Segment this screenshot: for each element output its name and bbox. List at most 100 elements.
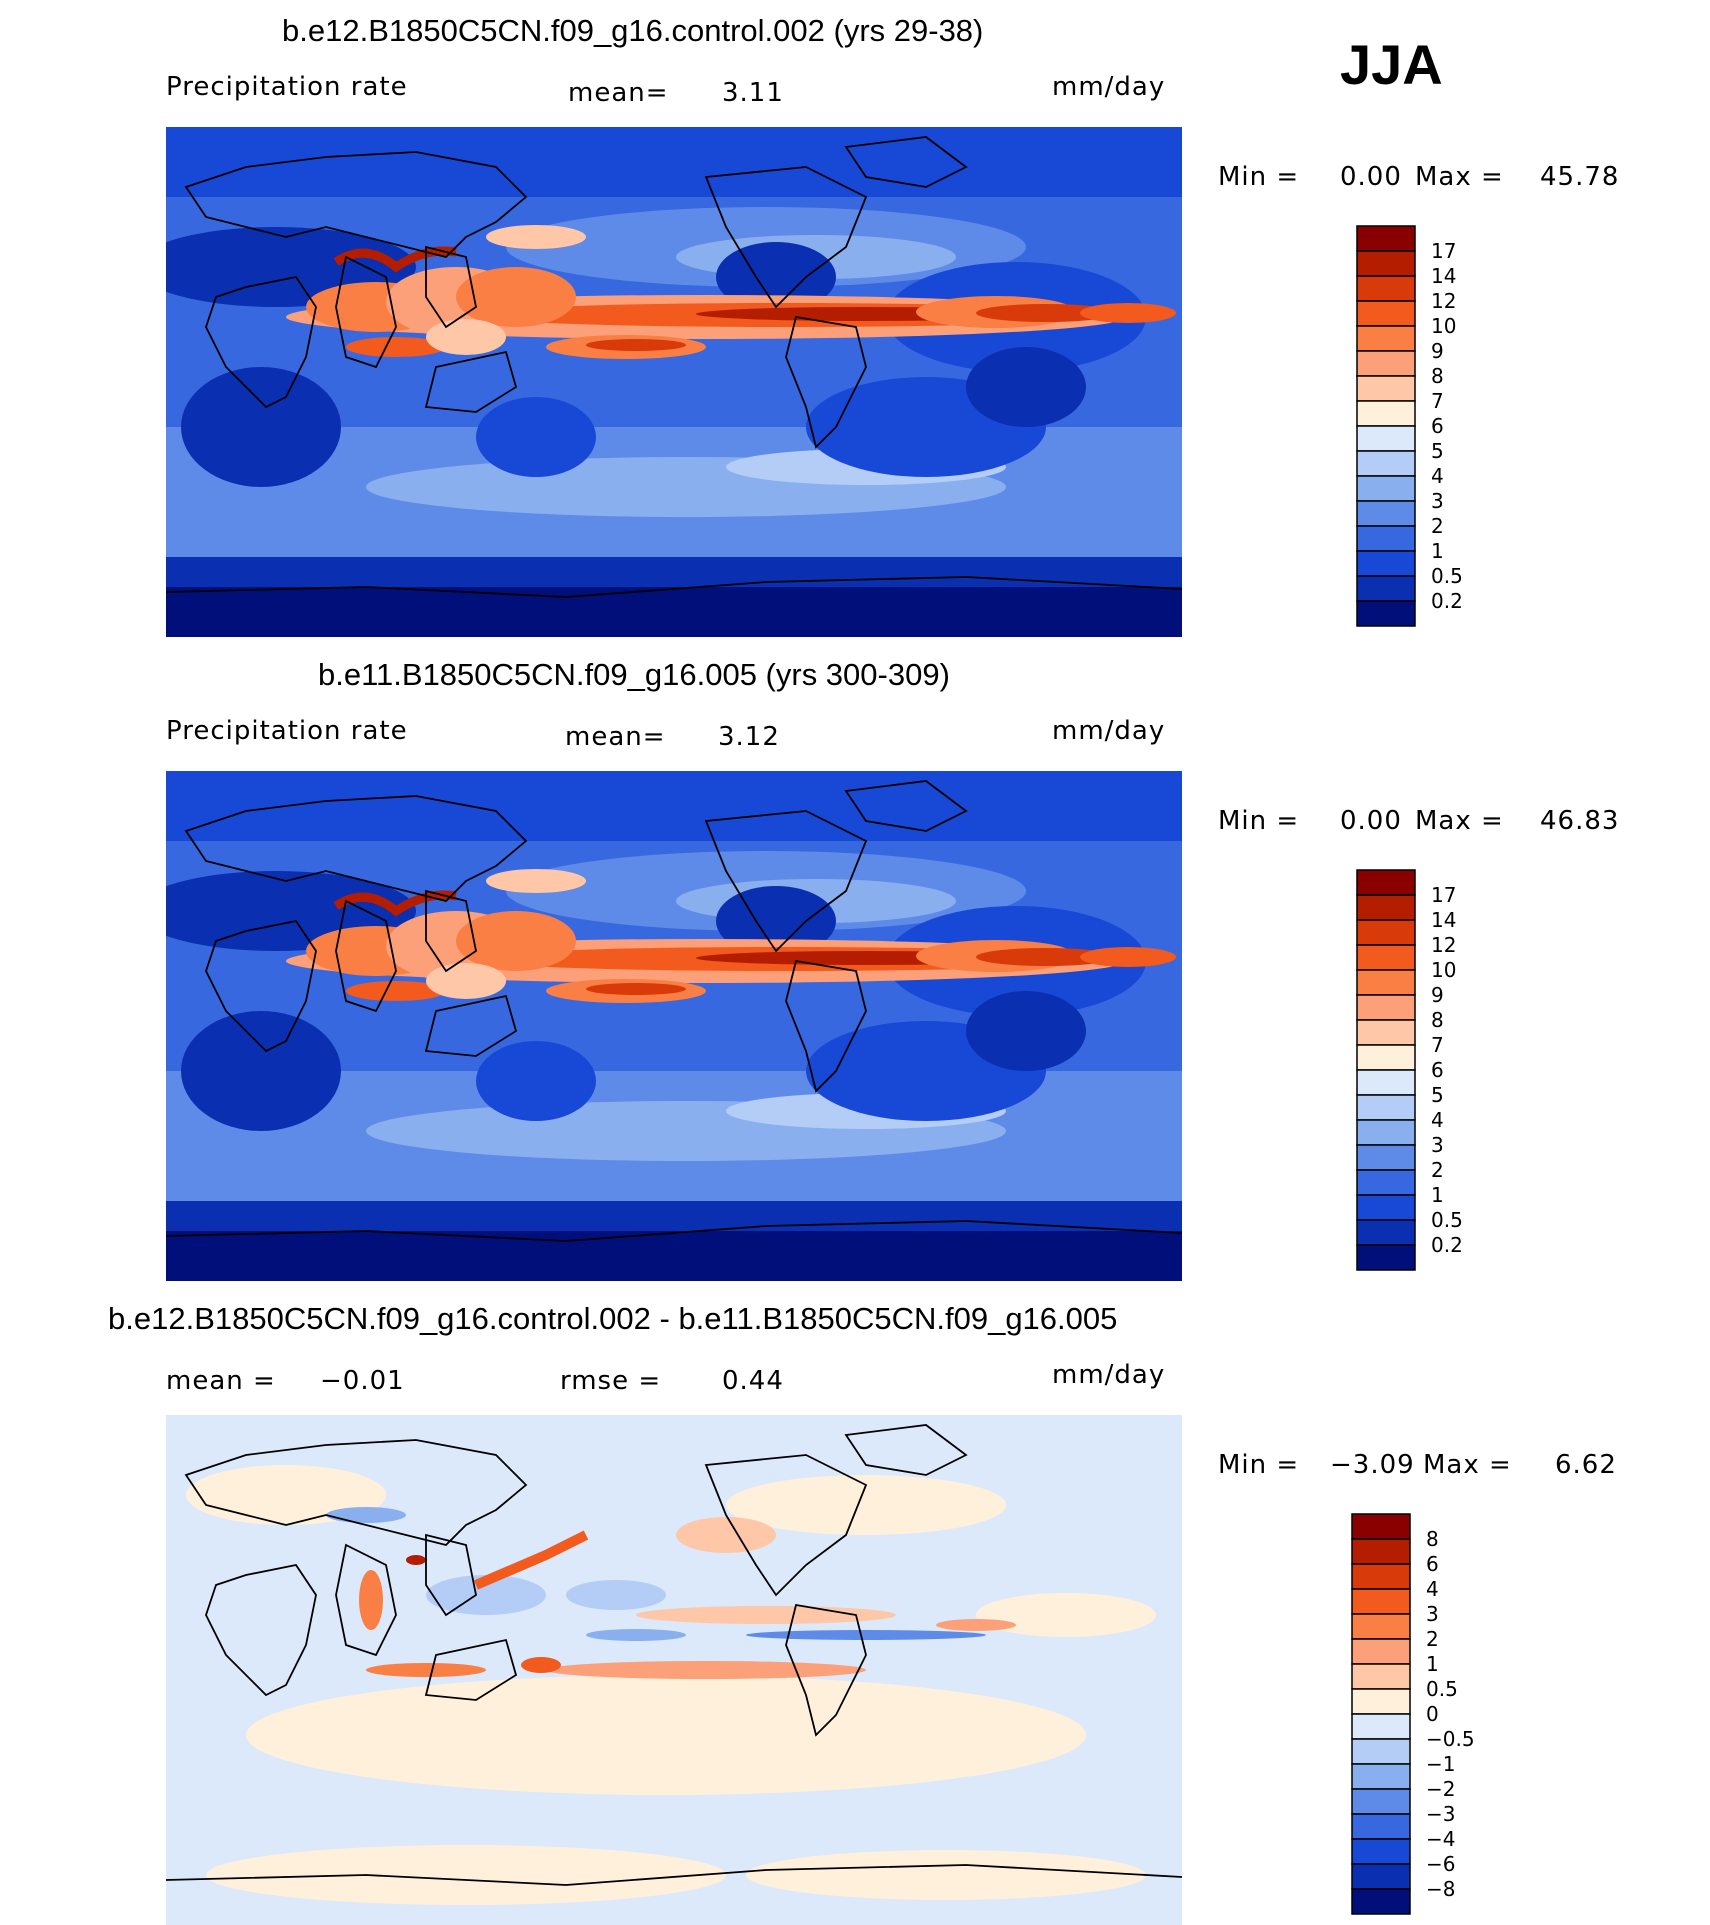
colorbar-tick-label: −1 xyxy=(1426,1752,1455,1776)
colorbar-swatch xyxy=(1351,1538,1411,1565)
colorbar-swatch xyxy=(1351,1613,1411,1640)
colorbar-tick-label: 5 xyxy=(1431,439,1444,463)
colorbar-swatch xyxy=(1356,869,1416,896)
colorbar-tick-label: 3 xyxy=(1431,1133,1444,1157)
colorbar-tick-label: 0 xyxy=(1426,1702,1439,1726)
colorbar-swatch xyxy=(1351,1713,1411,1740)
panel3-rmse-value: 0.44 xyxy=(722,1366,784,1396)
colorbar-swatch xyxy=(1351,1588,1411,1615)
colorbar-swatch xyxy=(1356,350,1416,377)
panel2-mean-value: 3.12 xyxy=(718,722,780,752)
panel1-title: b.e12.B1850C5CN.f09_g16.control.002 (yrs… xyxy=(282,13,984,48)
panel2-max-value: 46.83 xyxy=(1540,806,1620,836)
colorbar-swatch xyxy=(1356,1144,1416,1171)
panel1-mean-value: 3.11 xyxy=(722,78,784,108)
colorbar-swatch xyxy=(1351,1738,1411,1765)
colorbar-swatch xyxy=(1351,1663,1411,1690)
colorbar-tick-label: 6 xyxy=(1431,414,1444,438)
panel3-min-value: −3.09 xyxy=(1330,1450,1415,1480)
colorbar-tick-label: −4 xyxy=(1426,1827,1455,1851)
colorbar-swatch xyxy=(1351,1688,1411,1715)
panel3-max-value: 6.62 xyxy=(1555,1450,1617,1480)
colorbar-swatch xyxy=(1356,550,1416,577)
panel2-title: b.e11.B1850C5CN.f09_g16.005 (yrs 300-309… xyxy=(318,657,950,692)
colorbar-tick-label: −8 xyxy=(1426,1877,1455,1901)
panel3-mean-label: mean = xyxy=(166,1366,276,1396)
panel1-field-label: Precipitation rate xyxy=(166,72,408,102)
colorbar-tick-label: 4 xyxy=(1431,1108,1444,1132)
colorbar-swatch xyxy=(1356,944,1416,971)
colorbar-swatch xyxy=(1356,400,1416,427)
colorbar-tick-label: 0.5 xyxy=(1431,1208,1463,1232)
colorbar-tick-label: 10 xyxy=(1431,314,1456,338)
colorbar-swatch xyxy=(1356,1194,1416,1221)
colorbar-swatch xyxy=(1351,1838,1411,1865)
colorbar-swatch xyxy=(1356,1169,1416,1196)
panel1-units: mm/day xyxy=(1052,72,1166,102)
colorbar-tick-label: 7 xyxy=(1431,1033,1444,1057)
colorbar-swatch xyxy=(1356,994,1416,1021)
colorbar-tick-label: 17 xyxy=(1431,239,1456,263)
colorbar-tick-label: −3 xyxy=(1426,1802,1455,1826)
panel2-units: mm/day xyxy=(1052,716,1166,746)
panel2-max-label: Max = xyxy=(1415,806,1504,836)
colorbar-tick-label: 2 xyxy=(1431,514,1444,538)
colorbar-swatch xyxy=(1351,1813,1411,1840)
colorbar-swatch xyxy=(1356,969,1416,996)
colorbar-tick-label: 8 xyxy=(1426,1527,1439,1551)
colorbar-tick-label: 8 xyxy=(1431,364,1444,388)
panel3-map xyxy=(166,1415,1182,1925)
colorbar-swatch xyxy=(1356,919,1416,946)
colorbar-swatch xyxy=(1356,600,1416,627)
colorbar-swatch xyxy=(1356,1119,1416,1146)
panel1-map xyxy=(166,127,1182,637)
panel3-max-label: Max = xyxy=(1423,1450,1512,1480)
colorbar-tick-label: 7 xyxy=(1431,389,1444,413)
colorbar-swatch xyxy=(1356,525,1416,552)
colorbar-tick-label: 10 xyxy=(1431,958,1456,982)
season-label: JJA xyxy=(1340,33,1443,96)
colorbar-swatch xyxy=(1356,1069,1416,1096)
colorbar-tick-label: −6 xyxy=(1426,1852,1455,1876)
panel1-max-label: Max = xyxy=(1415,162,1504,192)
colorbar-swatch xyxy=(1356,1244,1416,1271)
colorbar-tick-label: 0.2 xyxy=(1431,1233,1463,1257)
colorbar-swatch xyxy=(1356,475,1416,502)
colorbar-swatch xyxy=(1351,1863,1411,1890)
panel1-min-label: Min = xyxy=(1218,162,1300,192)
colorbar-tick-label: 1 xyxy=(1431,539,1444,563)
colorbar-tick-label: 0.2 xyxy=(1431,589,1463,613)
colorbar-tick-label: 12 xyxy=(1431,289,1456,313)
panel2-min-value: 0.00 xyxy=(1340,806,1402,836)
colorbar-swatch xyxy=(1356,1019,1416,1046)
panel3-rmse-label: rmse = xyxy=(560,1366,662,1396)
colorbar-swatch xyxy=(1351,1563,1411,1590)
colorbar-swatch xyxy=(1356,425,1416,452)
colorbar-tick-label: 4 xyxy=(1426,1577,1439,1601)
colorbar-tick-label: −0.5 xyxy=(1426,1727,1475,1751)
colorbar-tick-label: 5 xyxy=(1431,1083,1444,1107)
colorbar-tick-label: 6 xyxy=(1426,1552,1439,1576)
panel3-mean-value: −0.01 xyxy=(320,1366,405,1396)
colorbar-swatch xyxy=(1351,1638,1411,1665)
colorbar-swatch xyxy=(1351,1788,1411,1815)
colorbar-swatch xyxy=(1356,300,1416,327)
panel1-min-value: 0.00 xyxy=(1340,162,1402,192)
colorbar-tick-label: 2 xyxy=(1426,1627,1439,1651)
colorbar-tick-label: 1 xyxy=(1431,1183,1444,1207)
colorbar-tick-label: 12 xyxy=(1431,933,1456,957)
colorbar-swatch xyxy=(1356,500,1416,527)
colorbar-tick-label: 14 xyxy=(1431,264,1456,288)
colorbar-tick-label: 9 xyxy=(1431,983,1444,1007)
colorbar-swatch xyxy=(1356,894,1416,921)
panel2-field-label: Precipitation rate xyxy=(166,716,408,746)
colorbar-tick-label: 0.5 xyxy=(1426,1677,1458,1701)
colorbar-tick-label: 3 xyxy=(1431,489,1444,513)
colorbar-swatch xyxy=(1351,1763,1411,1790)
colorbar-tick-label: 3 xyxy=(1426,1602,1439,1626)
colorbar-swatch xyxy=(1356,1219,1416,1246)
colorbar-swatch xyxy=(1356,575,1416,602)
